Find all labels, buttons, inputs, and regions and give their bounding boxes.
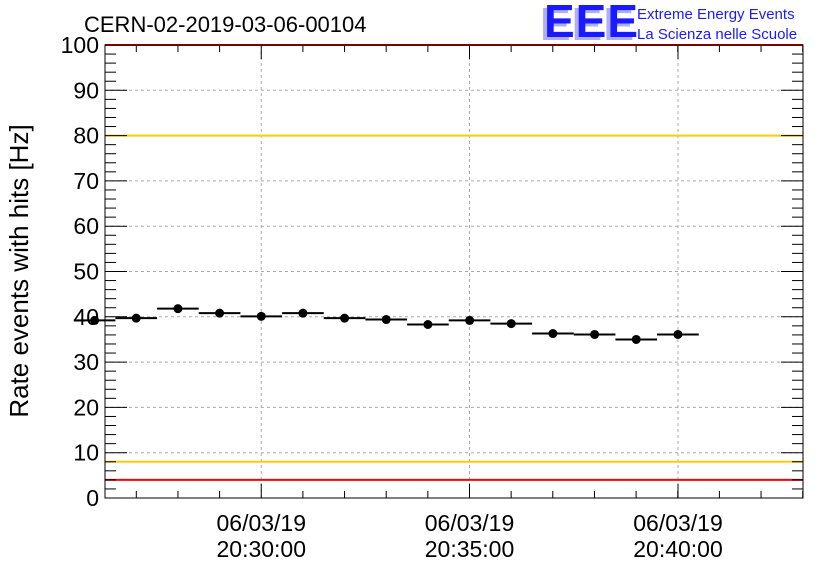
y-axis-label: Rate events with hits [Hz] (4, 124, 34, 417)
plot-frame (104, 44, 804, 499)
data-point (256, 311, 266, 321)
y-tick-label: 20 (73, 394, 99, 420)
x-tick-time: 20:35:00 (425, 536, 515, 562)
x-tick-date: 06/03/19 (216, 510, 306, 536)
data-point (173, 304, 183, 314)
data-point (590, 329, 600, 339)
y-tick-label: 70 (73, 168, 99, 194)
y-tick-label: 0 (86, 485, 99, 511)
y-tick-label: 100 (61, 32, 99, 58)
data-point (340, 313, 350, 323)
y-tick-label: 30 (73, 349, 99, 375)
eee-logo-shadow: EEE (540, 0, 635, 50)
data-point (548, 329, 558, 339)
data-points (73, 304, 699, 344)
y-tick-label: 90 (73, 77, 99, 103)
x-tick-labels: 06/03/1920:30:0006/03/1920:35:0006/03/19… (216, 510, 722, 562)
x-tick-date: 06/03/19 (425, 510, 515, 536)
data-point (131, 313, 141, 323)
y-tick-label: 50 (73, 259, 99, 285)
data-point (423, 320, 433, 330)
data-point (381, 315, 391, 325)
data-point (215, 308, 225, 318)
chart-title: CERN-02-2019-03-06-00104 (84, 12, 367, 37)
x-tick-date: 06/03/19 (633, 510, 723, 536)
y-tick-label: 80 (73, 123, 99, 149)
data-point (465, 315, 475, 325)
data-point (673, 329, 683, 339)
y-tick-label: 60 (73, 213, 99, 239)
data-point (90, 315, 100, 325)
data-point (631, 334, 641, 344)
axis-ticks (105, 44, 804, 499)
data-point (506, 319, 516, 329)
y-tick-label: 10 (73, 440, 99, 466)
reference-lines (105, 44, 803, 481)
logo-line-2: La Scienza nelle Scuole (637, 26, 797, 43)
logo-line-1: Extreme Energy Events (637, 6, 795, 23)
eee-logo-text: EEE (544, 0, 639, 47)
eee-logo: EEE EEE Extreme Energy Events La Scienza… (540, 0, 797, 50)
x-tick-time: 20:40:00 (633, 536, 723, 562)
grid-lines (105, 45, 803, 498)
x-tick-time: 20:30:00 (216, 536, 306, 562)
data-point (298, 308, 308, 318)
